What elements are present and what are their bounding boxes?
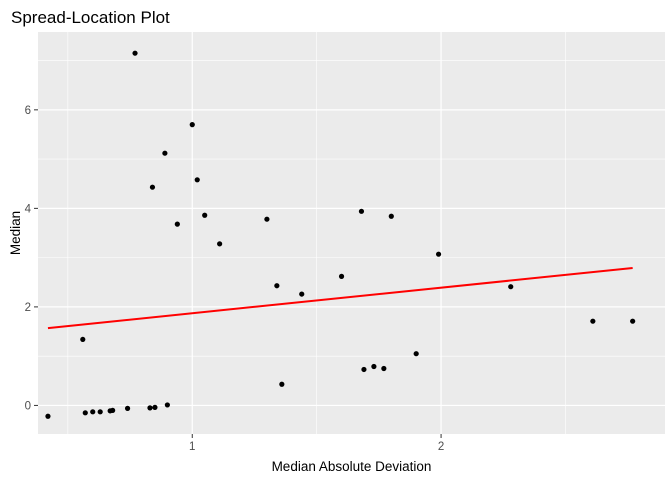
data-point	[90, 409, 96, 415]
data-point	[338, 273, 345, 279]
points-layer	[45, 50, 636, 419]
data-point	[149, 184, 156, 190]
y-tick-label: 0	[25, 400, 31, 412]
data-point	[194, 177, 200, 183]
data-point	[132, 50, 138, 56]
data-point	[217, 241, 223, 247]
data-point	[45, 413, 51, 419]
data-point	[508, 284, 514, 290]
data-point	[152, 404, 158, 410]
data-point	[162, 150, 168, 156]
data-point	[82, 410, 88, 416]
y-tick-label: 2	[25, 302, 31, 314]
data-point	[413, 351, 419, 357]
y-axis-label: Median	[8, 211, 23, 255]
data-point	[358, 208, 365, 214]
y-tick-label: 4	[25, 203, 32, 215]
minor-gridlines	[38, 32, 665, 434]
data-point	[202, 212, 208, 218]
data-point	[80, 336, 86, 343]
data-point	[274, 283, 280, 289]
data-point	[381, 365, 387, 372]
y-axis-ticks: 0 2 4 6	[25, 105, 38, 412]
data-point	[371, 363, 377, 370]
data-point	[590, 318, 596, 324]
trend-line	[47, 266, 633, 330]
plot-panel	[38, 32, 665, 434]
data-point	[147, 405, 153, 411]
data-point	[388, 213, 394, 219]
y-tick-label: 6	[25, 105, 31, 117]
data-point	[174, 221, 180, 227]
data-point	[189, 122, 195, 128]
x-axis-label: Median Absolute Deviation	[272, 459, 432, 474]
data-point	[630, 318, 636, 324]
data-point	[164, 402, 170, 408]
data-point	[299, 291, 305, 297]
data-point	[361, 366, 367, 373]
chart-title: Spread-Location Plot	[11, 8, 170, 27]
data-point	[264, 216, 270, 222]
data-point	[279, 381, 285, 387]
major-gridlines	[38, 32, 665, 434]
x-tick-label: 2	[438, 441, 444, 453]
x-tick-label: 1	[189, 441, 195, 453]
data-point	[110, 407, 116, 413]
trend-layer	[47, 266, 633, 330]
data-point	[435, 251, 442, 257]
data-point	[97, 409, 103, 415]
data-point	[124, 405, 131, 411]
